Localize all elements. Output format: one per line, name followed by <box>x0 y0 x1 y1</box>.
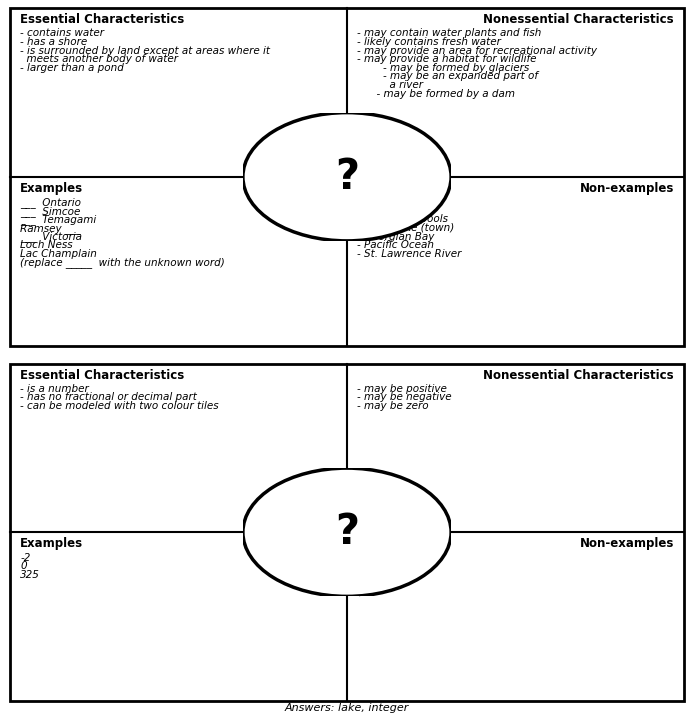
Text: Non-examples: Non-examples <box>579 537 674 550</box>
Text: ___  Ontario: ___ Ontario <box>20 197 81 208</box>
Text: ___  Victoria: ___ Victoria <box>20 231 82 242</box>
Text: Loch Ness: Loch Ness <box>20 240 73 250</box>
Text: π: π <box>357 578 364 588</box>
Text: meets another body of water: meets another body of water <box>20 54 178 64</box>
Text: Examples: Examples <box>20 537 83 550</box>
Ellipse shape <box>243 112 451 241</box>
Text: - likely contains fresh water: - likely contains fresh water <box>357 37 501 47</box>
Text: (replace _____  with the unknown word): (replace _____ with the unknown word) <box>20 257 225 268</box>
Text: - may contain water plants and fish: - may contain water plants and fish <box>357 28 541 38</box>
Text: - may be formed by a dam: - may be formed by a dam <box>357 89 515 99</box>
Text: Essential Characteristics: Essential Characteristics <box>20 368 185 381</box>
Text: - pond: - pond <box>357 197 390 207</box>
Text: - may be negative: - may be negative <box>357 392 452 402</box>
Text: - may provide a habitat for wildlife: - may provide a habitat for wildlife <box>357 54 536 64</box>
Text: ?: ? <box>335 156 359 198</box>
Text: - Georgian Bay: - Georgian Bay <box>357 231 434 242</box>
Text: ___  Simcoe: ___ Simcoe <box>20 205 81 216</box>
Text: Non-examples: Non-examples <box>579 182 674 195</box>
Text: √2: √2 <box>357 587 371 597</box>
Text: - may be zero: - may be zero <box>357 401 429 411</box>
Text: 2/3: 2/3 <box>357 570 374 580</box>
Ellipse shape <box>243 468 451 596</box>
Text: Answers: lake, integer: Answers: lake, integer <box>285 703 409 713</box>
Text: - may be positive: - may be positive <box>357 384 447 394</box>
Text: Examples: Examples <box>20 182 83 195</box>
Text: ?: ? <box>335 511 359 553</box>
Text: -1.2: -1.2 <box>357 561 378 571</box>
Text: 325: 325 <box>20 570 40 580</box>
Text: -2: -2 <box>20 552 31 562</box>
Text: - may be an expanded part of: - may be an expanded part of <box>357 71 538 81</box>
Text: - has no fractional or decimal part: - has no fractional or decimal part <box>20 392 197 402</box>
Text: - is a number: - is a number <box>20 384 89 394</box>
Text: - St. Lawrence River: - St. Lawrence River <box>357 249 462 259</box>
Text: Nonessential Characteristics: Nonessential Characteristics <box>483 13 674 26</box>
Text: - larger than a pond: - larger than a pond <box>20 63 124 73</box>
Text: - has a shore: - has a shore <box>20 37 87 47</box>
Text: Ramsey ___: Ramsey ___ <box>20 223 81 234</box>
Text: - Pacific Ocean: - Pacific Ocean <box>357 240 434 250</box>
Text: 0.5: 0.5 <box>357 552 373 562</box>
Text: - swimming pools: - swimming pools <box>357 214 448 224</box>
Text: ___  Temagami: ___ Temagami <box>20 214 96 225</box>
Text: Nonessential Characteristics: Nonessential Characteristics <box>483 368 674 381</box>
Text: - is surrounded by land except at areas where it: - is surrounded by land except at areas … <box>20 45 270 56</box>
Text: Essential Characteristics: Essential Characteristics <box>20 13 185 26</box>
Text: - may provide an area for recreational activity: - may provide an area for recreational a… <box>357 45 597 56</box>
Text: 0: 0 <box>20 561 27 571</box>
Text: a river: a river <box>357 80 423 90</box>
Text: Lac Champlain: Lac Champlain <box>20 249 97 259</box>
Text: - Elliot Lake (town): - Elliot Lake (town) <box>357 223 455 233</box>
Text: - puddle: - puddle <box>357 205 400 216</box>
Text: - may be formed by glaciers: - may be formed by glaciers <box>357 63 530 73</box>
Text: - can be modeled with two colour tiles: - can be modeled with two colour tiles <box>20 401 219 411</box>
Text: - contains water: - contains water <box>20 28 104 38</box>
